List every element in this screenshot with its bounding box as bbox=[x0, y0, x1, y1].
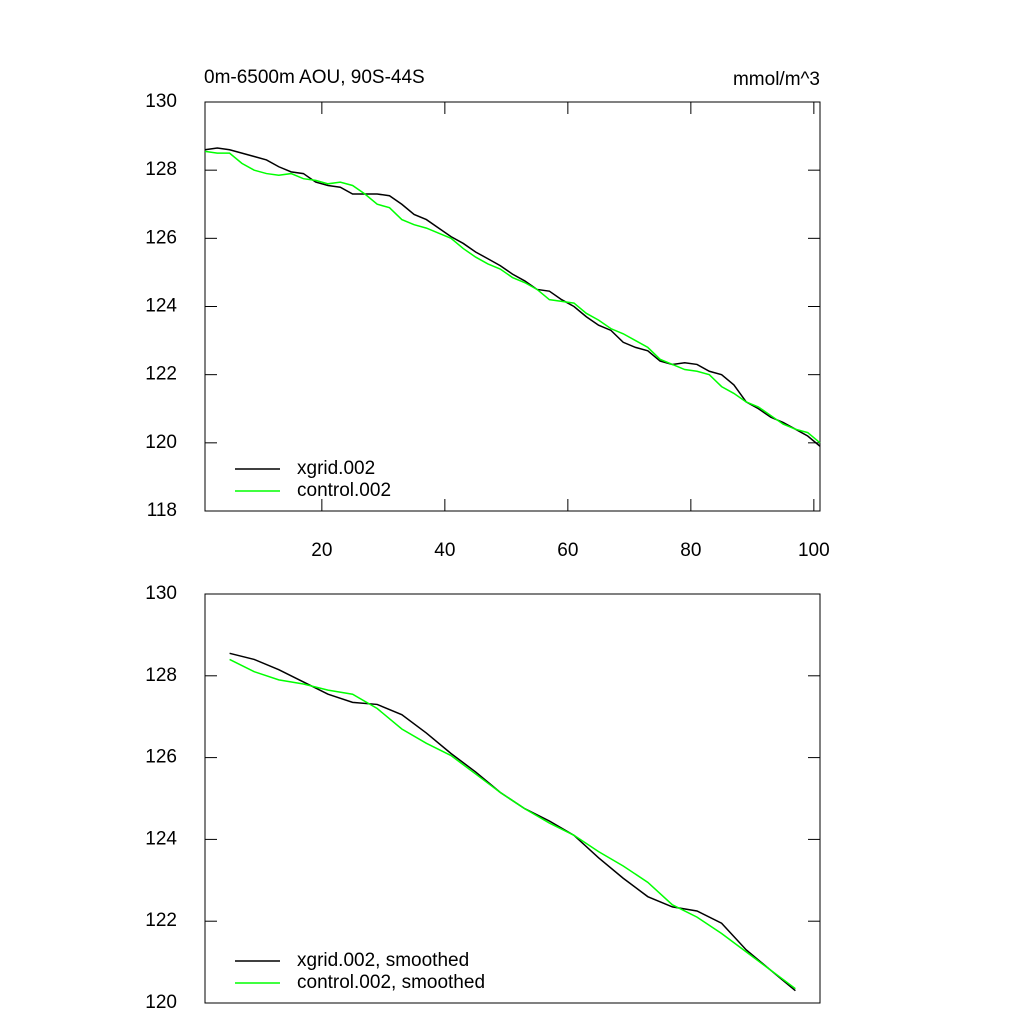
legend-label: control.002, smoothed bbox=[297, 972, 485, 993]
y-tick-label: 120 bbox=[145, 992, 177, 1013]
y-tick-label: 118 bbox=[147, 500, 177, 521]
y-tick-label: 126 bbox=[145, 747, 177, 768]
y-tick-label: 122 bbox=[145, 364, 177, 385]
data-line bbox=[204, 150, 821, 444]
x-tick-label: 100 bbox=[798, 540, 830, 561]
plot-frame bbox=[204, 101, 821, 512]
y-tick-label: 130 bbox=[145, 583, 177, 604]
y-tick-label: 122 bbox=[145, 910, 177, 931]
data-line bbox=[229, 652, 796, 992]
y-tick-label: 120 bbox=[145, 432, 177, 453]
legend-label: xgrid.002, smoothed bbox=[297, 950, 469, 971]
legend-label: xgrid.002 bbox=[297, 458, 375, 479]
y-tick-label: 126 bbox=[145, 227, 177, 248]
x-tick-label: 80 bbox=[680, 540, 701, 561]
y-tick-label: 124 bbox=[145, 828, 177, 849]
x-tick-label: 40 bbox=[434, 540, 455, 561]
chart-units: mmol/m^3 bbox=[733, 69, 820, 90]
x-tick-label: 20 bbox=[311, 540, 332, 561]
data-line bbox=[229, 658, 796, 990]
plot-frame bbox=[204, 593, 821, 1004]
y-tick-label: 124 bbox=[145, 296, 177, 317]
y-tick-label: 128 bbox=[145, 665, 177, 686]
data-line bbox=[204, 147, 821, 447]
x-tick-label: 60 bbox=[557, 540, 578, 561]
legend-label: control.002 bbox=[297, 480, 391, 501]
y-tick-label: 130 bbox=[145, 91, 177, 112]
y-tick-label: 128 bbox=[145, 159, 177, 180]
chart-title: 0m-6500m AOU, 90S-44S bbox=[204, 67, 425, 88]
